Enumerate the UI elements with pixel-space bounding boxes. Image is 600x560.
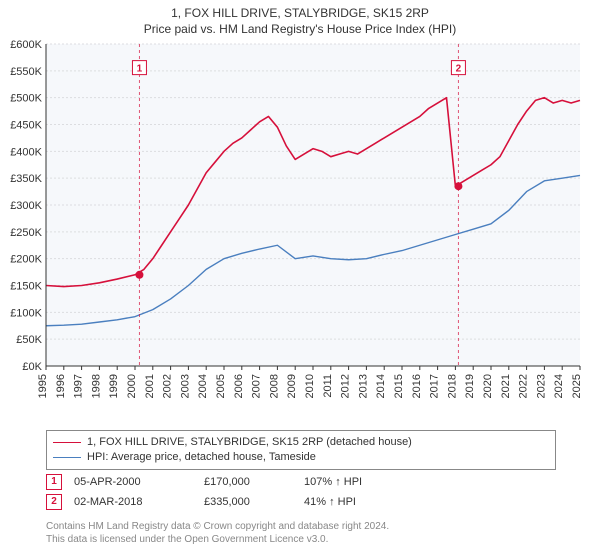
svg-text:2004: 2004 — [197, 374, 209, 398]
svg-text:£0K: £0K — [22, 361, 42, 373]
svg-text:£100K: £100K — [10, 307, 42, 319]
svg-text:2001: 2001 — [144, 374, 156, 398]
svg-text:2007: 2007 — [251, 374, 263, 398]
legend-swatch-hpi — [53, 457, 81, 458]
legend-label-hpi: HPI: Average price, detached house, Tame… — [87, 450, 316, 465]
chart-title-subtitle: Price paid vs. HM Land Registry's House … — [0, 20, 600, 36]
sale-date: 05-APR-2000 — [74, 476, 204, 488]
chart-plot-area: £0K £50K £100K £150K £200K £250K £300K £350K £40… — [0, 40, 600, 420]
sale-events: 1 05-APR-2000 £170,000 107% ↑ HPI 2 02-M… — [46, 474, 556, 514]
svg-text:1995: 1995 — [37, 374, 49, 398]
legend-row: HPI: Average price, detached house, Tame… — [53, 450, 549, 465]
sale-price: £170,000 — [204, 476, 304, 488]
chart-svg: £0K £50K £100K £150K £200K £250K £300K £350K £40… — [0, 40, 600, 420]
svg-text:£300K: £300K — [10, 200, 42, 212]
svg-text:2012: 2012 — [340, 374, 352, 398]
legend: 1, FOX HILL DRIVE, STALYBRIDGE, SK15 2RP… — [46, 430, 556, 470]
svg-text:2009: 2009 — [286, 374, 298, 398]
legend-label-price: 1, FOX HILL DRIVE, STALYBRIDGE, SK15 2RP… — [87, 435, 412, 450]
svg-text:£200K: £200K — [10, 254, 42, 266]
svg-text:2016: 2016 — [411, 374, 423, 398]
svg-text:£250K: £250K — [10, 227, 42, 239]
svg-text:2023: 2023 — [535, 374, 547, 398]
footer-line2: This data is licensed under the Open Gov… — [46, 533, 556, 546]
svg-text:£600K: £600K — [10, 40, 42, 51]
svg-text:£450K: £450K — [10, 120, 42, 132]
svg-text:2011: 2011 — [322, 374, 334, 398]
svg-text:£500K: £500K — [10, 93, 42, 105]
svg-text:1999: 1999 — [108, 374, 120, 398]
sale-vs-hpi: 41% ↑ HPI — [304, 496, 424, 508]
svg-text:1: 1 — [137, 64, 143, 75]
svg-text:2024: 2024 — [553, 374, 565, 398]
svg-text:2021: 2021 — [500, 374, 512, 398]
footer-line1: Contains HM Land Registry data © Crown c… — [46, 520, 556, 533]
svg-text:£550K: £550K — [10, 66, 42, 78]
svg-text:2022: 2022 — [518, 374, 530, 398]
sale-price: £335,000 — [204, 496, 304, 508]
svg-text:2019: 2019 — [464, 374, 476, 398]
svg-text:2006: 2006 — [233, 374, 245, 398]
svg-text:2: 2 — [456, 64, 462, 75]
sale-event-row: 2 02-MAR-2018 £335,000 41% ↑ HPI — [46, 494, 556, 510]
svg-text:1998: 1998 — [90, 374, 102, 398]
svg-text:£150K: £150K — [10, 281, 42, 293]
svg-text:2014: 2014 — [375, 374, 387, 398]
sale-marker-1: 1 — [46, 474, 62, 490]
svg-text:2005: 2005 — [215, 374, 227, 398]
svg-text:2020: 2020 — [482, 374, 494, 398]
svg-text:2018: 2018 — [446, 374, 458, 398]
sale-date: 02-MAR-2018 — [74, 496, 204, 508]
svg-text:2025: 2025 — [571, 374, 583, 398]
chart-container: 1, FOX HILL DRIVE, STALYBRIDGE, SK15 2RP… — [0, 0, 600, 560]
svg-text:2003: 2003 — [179, 374, 191, 398]
legend-row: 1, FOX HILL DRIVE, STALYBRIDGE, SK15 2RP… — [53, 435, 549, 450]
attribution-footer: Contains HM Land Registry data © Crown c… — [46, 520, 556, 546]
svg-text:2008: 2008 — [268, 374, 280, 398]
svg-text:2015: 2015 — [393, 374, 405, 398]
legend-swatch-price — [53, 442, 81, 443]
sale-vs-hpi: 107% ↑ HPI — [304, 476, 424, 488]
svg-text:2013: 2013 — [357, 374, 369, 398]
svg-text:1997: 1997 — [73, 374, 85, 398]
sale-event-row: 1 05-APR-2000 £170,000 107% ↑ HPI — [46, 474, 556, 490]
svg-text:2000: 2000 — [126, 374, 138, 398]
svg-text:£50K: £50K — [16, 334, 42, 346]
svg-text:2002: 2002 — [162, 374, 174, 398]
svg-text:£400K: £400K — [10, 146, 42, 158]
svg-text:2010: 2010 — [304, 374, 316, 398]
svg-text:£350K: £350K — [10, 173, 42, 185]
chart-title-address: 1, FOX HILL DRIVE, STALYBRIDGE, SK15 2RP — [0, 0, 600, 20]
svg-text:1996: 1996 — [55, 374, 67, 398]
svg-text:2017: 2017 — [429, 374, 441, 398]
sale-marker-2: 2 — [46, 494, 62, 510]
